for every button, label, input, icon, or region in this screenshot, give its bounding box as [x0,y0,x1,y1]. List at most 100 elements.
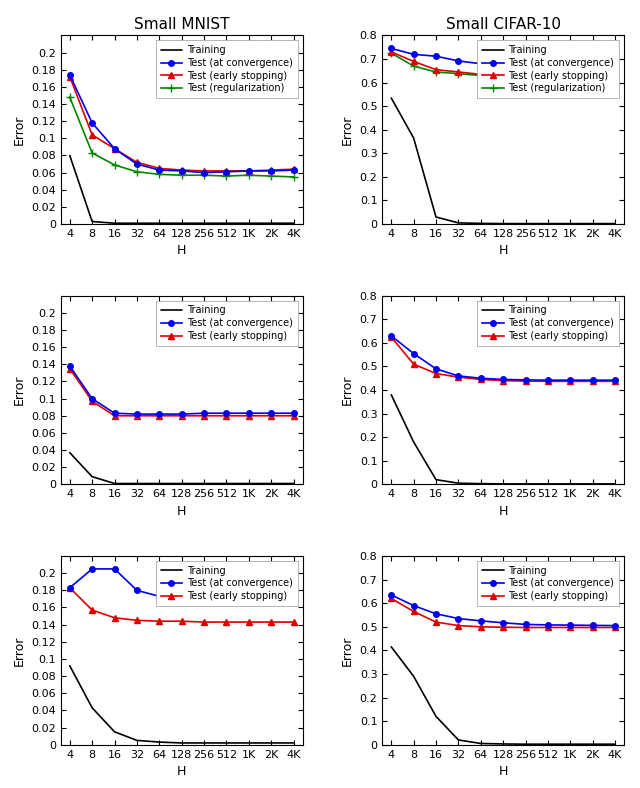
Test (at convergence) [611,75,619,84]
X-axis label: H: H [177,505,186,518]
Training [223,218,230,228]
Test (early stopping) [245,411,253,421]
Test (early stopping) [544,623,552,632]
Training [223,479,230,489]
Test (early stopping) [589,377,596,386]
Test (regularization) [410,61,417,71]
Test (at convergence) [156,409,163,418]
Legend: Training, Test (at convergence), Test (early stopping), Test (regularization): Training, Test (at convergence), Test (e… [477,40,619,98]
Training [111,727,118,737]
Training [454,218,462,228]
Training [387,642,395,652]
Test (regularization) [544,76,552,85]
Training [611,219,619,229]
Training [88,472,96,481]
Test (at convergence) [454,614,462,623]
Training [566,219,574,229]
Test (regularization) [499,73,507,83]
Test (at convergence) [268,597,275,606]
Training [290,479,298,489]
X-axis label: H: H [499,505,508,518]
Training [133,479,141,489]
Test (early stopping) [111,411,118,421]
X-axis label: H: H [177,765,186,778]
Test (regularization) [178,170,186,180]
Test (at convergence) [66,583,74,593]
Training [589,739,596,749]
Test (early stopping) [454,621,462,630]
Test (early stopping) [66,364,74,374]
Test (at convergence) [432,51,440,61]
Test (regularization) [268,171,275,180]
Training [410,133,417,143]
Training [66,151,74,160]
Test (early stopping) [223,617,230,626]
Test (early stopping) [432,617,440,626]
Test (regularization) [522,75,529,84]
Test (at convergence) [156,165,163,175]
Training [156,218,163,228]
Test (early stopping) [223,411,230,421]
Y-axis label: Error: Error [341,114,354,145]
Training [566,739,574,749]
Test (early stopping) [156,164,163,173]
Training [432,712,440,721]
Test (at convergence) [566,375,574,385]
Test (at convergence) [387,331,395,340]
Test (at convergence) [477,374,484,383]
Training [477,218,484,228]
Training [111,479,118,489]
Test (regularization) [66,92,74,102]
Test (early stopping) [566,76,574,85]
Test (at convergence) [410,50,417,59]
Test (early stopping) [544,75,552,84]
Line: Training: Training [70,452,294,484]
Test (at convergence) [223,167,230,177]
Test (early stopping) [522,377,529,386]
Test (at convergence) [88,394,96,403]
Test (at convergence) [178,166,186,176]
Test (regularization) [611,77,619,87]
Line: Test (early stopping): Test (early stopping) [388,596,618,630]
Test (early stopping) [178,616,186,626]
Test (at convergence) [133,159,141,169]
Line: Training: Training [391,98,615,224]
Test (early stopping) [268,617,275,626]
Test (at convergence) [66,362,74,371]
Test (early stopping) [611,76,619,85]
Y-axis label: Error: Error [13,635,26,666]
Training [178,218,186,228]
Test (at convergence) [268,408,275,418]
Test (at convergence) [499,375,507,385]
Test (regularization) [200,170,208,180]
Test (at convergence) [156,592,163,601]
Test (regularization) [454,69,462,78]
Test (early stopping) [156,411,163,421]
Training [522,479,529,489]
Training [268,218,275,228]
Y-axis label: Error: Error [13,114,26,145]
Test (early stopping) [133,615,141,625]
Test (early stopping) [477,69,484,79]
Training [611,479,619,489]
Test (regularization) [133,167,141,177]
Training [111,218,118,228]
Line: Test (at convergence): Test (at convergence) [388,333,618,383]
Line: Training: Training [391,647,615,744]
Test (early stopping) [200,411,208,421]
Training [66,448,74,457]
Training [156,479,163,489]
X-axis label: H: H [499,244,508,258]
Test (at convergence) [200,168,208,177]
Test (early stopping) [589,623,596,632]
Training [200,218,208,228]
Test (early stopping) [178,165,186,175]
Test (at convergence) [111,144,118,154]
Test (early stopping) [387,333,395,342]
Training [499,219,507,229]
Training [268,738,275,748]
Training [589,479,596,489]
Training [387,390,395,400]
Line: Training: Training [70,666,294,743]
Test (at convergence) [522,375,529,385]
